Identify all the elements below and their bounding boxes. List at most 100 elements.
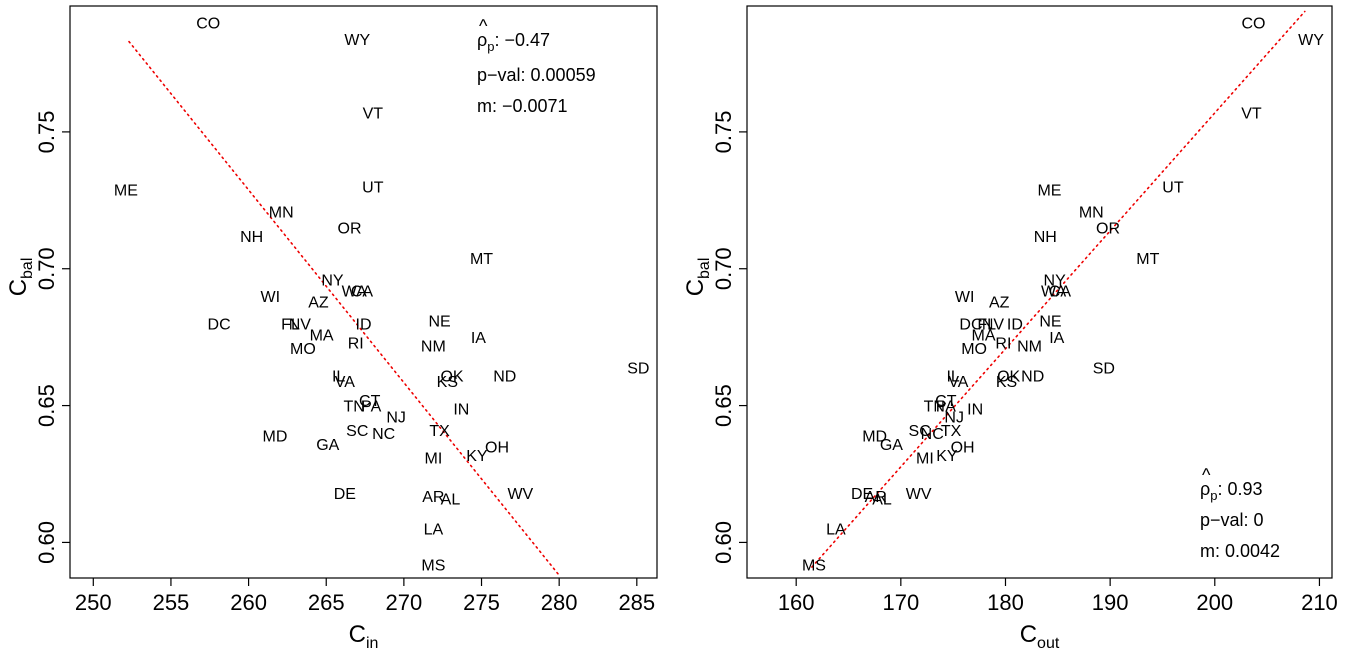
point-label-wi: WI bbox=[261, 289, 281, 306]
point-label-nj: NJ bbox=[944, 410, 964, 427]
stat-value: : 0.93 bbox=[1217, 479, 1262, 499]
x-axis-subscript: out bbox=[1037, 635, 1060, 652]
point-label-ky: KY bbox=[936, 448, 958, 465]
point-label-ms: MS bbox=[802, 557, 826, 574]
x-tick-label: 275 bbox=[463, 590, 500, 615]
point-label-ct: CT bbox=[359, 393, 381, 410]
point-label-ga: GA bbox=[316, 437, 339, 454]
point-label-nj: NJ bbox=[386, 410, 406, 427]
point-label-ca: CA bbox=[1049, 284, 1072, 301]
point-label-ut: UT bbox=[1162, 180, 1184, 197]
point-label-tn: TN bbox=[924, 399, 945, 416]
point-label-va: VA bbox=[335, 374, 355, 391]
point-label-id: ID bbox=[356, 316, 372, 333]
point-label-sc: SC bbox=[909, 423, 931, 440]
point-label-mi: MI bbox=[424, 451, 442, 468]
point-label-il: IL bbox=[946, 368, 959, 385]
point-label-sc: SC bbox=[346, 423, 368, 440]
point-label-wv: WV bbox=[906, 486, 932, 503]
stat-0: ρp: −0.47 bbox=[477, 30, 550, 54]
point-label-ks: KS bbox=[996, 374, 1017, 391]
point-label-ct: CT bbox=[935, 393, 957, 410]
point-label-ri: RI bbox=[348, 336, 364, 353]
point-label-nc: NC bbox=[372, 426, 395, 443]
x-tick-label: 170 bbox=[882, 590, 919, 615]
point-label-nm: NM bbox=[421, 338, 446, 355]
point-label-ny: NY bbox=[321, 273, 344, 290]
x-tick-label: 210 bbox=[1301, 590, 1338, 615]
regression-line bbox=[128, 40, 560, 577]
y-tick-label: 0.65 bbox=[34, 384, 59, 427]
point-label-ks: KS bbox=[437, 374, 458, 391]
y-tick-label: 0.70 bbox=[711, 247, 736, 290]
point-label-tx: TX bbox=[429, 423, 450, 440]
point-label-wa: WA bbox=[1041, 284, 1067, 301]
point-label-tx: TX bbox=[941, 423, 962, 440]
point-label-vt: VT bbox=[363, 106, 384, 123]
point-label-oh: OH bbox=[485, 440, 509, 457]
point-label-mo: MO bbox=[961, 341, 987, 358]
point-label-ar: AR bbox=[865, 489, 887, 506]
point-label-al: AL bbox=[441, 492, 461, 509]
point-label-ky: KY bbox=[466, 448, 488, 465]
rho-symbol: ρ bbox=[1200, 479, 1210, 499]
point-label-ny: NY bbox=[1044, 273, 1067, 290]
rho-symbol: ρ bbox=[477, 30, 487, 50]
rho-subscript: p bbox=[1210, 488, 1217, 503]
point-label-il: IL bbox=[332, 368, 345, 385]
stat-0: ρp: 0.93 bbox=[1200, 479, 1263, 503]
point-label-ri: RI bbox=[995, 336, 1011, 353]
point-label-nh: NH bbox=[1034, 229, 1057, 246]
x-tick-label: 260 bbox=[230, 590, 267, 615]
point-label-md: MD bbox=[263, 429, 288, 446]
point-label-oh: OH bbox=[951, 440, 975, 457]
point-label-tn: TN bbox=[344, 399, 365, 416]
stat-value: : −0.47 bbox=[494, 30, 550, 50]
chart-panel-1: 250 255 260 265 270 275 280 285 0.60 0.65 0.70 0.75… bbox=[5, 5, 658, 652]
point-label-va: VA bbox=[948, 374, 968, 391]
point-label-me: ME bbox=[114, 182, 138, 199]
point-label-in: IN bbox=[453, 401, 469, 418]
point-label-pa: PA bbox=[936, 399, 956, 416]
y-axis-subscript: bal bbox=[696, 258, 713, 279]
point-label-ok: OK bbox=[440, 368, 463, 385]
point-label-in: IN bbox=[967, 401, 983, 418]
point-label-ma: MA bbox=[972, 327, 996, 344]
point-label-sd: SD bbox=[627, 360, 649, 377]
point-label-wi: WI bbox=[955, 289, 975, 306]
point-label-ia: IA bbox=[1049, 330, 1064, 347]
x-axis-title: Cin bbox=[349, 621, 379, 652]
point-label-nh: NH bbox=[240, 229, 263, 246]
point-label-vt: VT bbox=[1241, 106, 1262, 123]
plot-frame bbox=[69, 5, 658, 579]
stat-2: m: 0.0042 bbox=[1200, 541, 1280, 561]
point-label-mn: MN bbox=[1079, 204, 1104, 221]
point-label-nc: NC bbox=[921, 426, 944, 443]
point-label-az: AZ bbox=[308, 295, 329, 312]
point-label-me: ME bbox=[1037, 182, 1061, 199]
point-label-nv: NV bbox=[982, 316, 1005, 333]
x-tick-label: 265 bbox=[308, 590, 345, 615]
rho-hat: ^ bbox=[479, 16, 488, 36]
y-axis-title: Cbal bbox=[682, 258, 713, 297]
point-label-or: OR bbox=[1096, 221, 1120, 238]
point-label-nm: NM bbox=[1017, 338, 1042, 355]
point-label-de: DE bbox=[851, 486, 873, 503]
point-label-md: MD bbox=[862, 429, 887, 446]
point-label-dc: DC bbox=[208, 316, 231, 333]
point-label-nd: ND bbox=[493, 368, 516, 385]
point-label-la: LA bbox=[424, 522, 444, 539]
x-tick-label: 200 bbox=[1196, 590, 1233, 615]
x-tick-label: 180 bbox=[987, 590, 1024, 615]
x-tick-label: 270 bbox=[386, 590, 423, 615]
point-label-ca: CA bbox=[351, 284, 374, 301]
point-label-mo: MO bbox=[290, 341, 316, 358]
y-tick-label: 0.70 bbox=[34, 247, 59, 290]
x-tick-label: 190 bbox=[1092, 590, 1129, 615]
point-label-ma: MA bbox=[310, 327, 334, 344]
point-label-co: CO bbox=[196, 15, 220, 32]
point-label-id: ID bbox=[1007, 316, 1023, 333]
plot-frame bbox=[746, 5, 1333, 579]
chart-panel-2: 160 170 180 190 200 210 0.60 0.65 0.70 0.75 Cout Cb… bbox=[682, 5, 1338, 652]
